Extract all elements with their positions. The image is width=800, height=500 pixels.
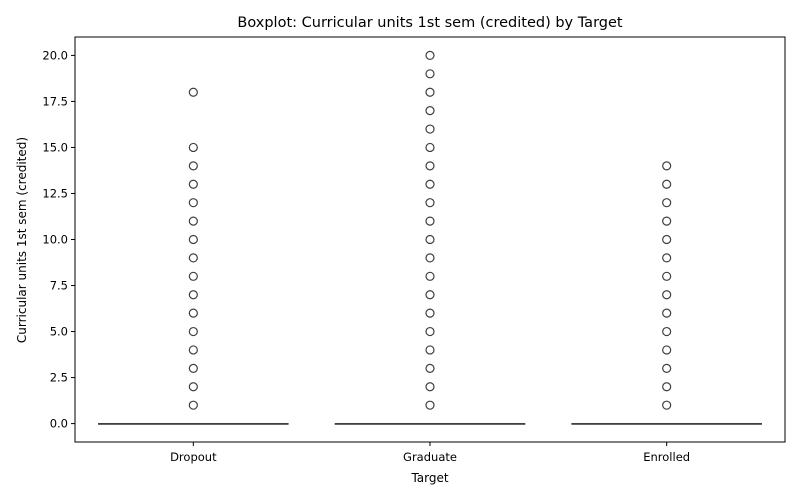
outlier-point [188, 271, 198, 281]
outlier-point [662, 308, 672, 318]
outlier-point [425, 234, 435, 245]
outlier-point [188, 363, 198, 373]
x-axis: Dropout Graduate Enrolled [170, 442, 690, 464]
plot-area [74, 36, 786, 443]
y-tick-label: 5.0 [50, 325, 68, 339]
outlier-point [188, 308, 198, 318]
outlier-point [662, 253, 672, 263]
outlier-point [425, 106, 435, 116]
outlier-point [188, 87, 198, 97]
outlier-point [662, 363, 672, 373]
outlier-point [662, 382, 672, 392]
plot-frame [74, 36, 786, 443]
outlier-point [425, 198, 435, 208]
y-tick-label: 15.0 [42, 140, 68, 154]
outlier-point [188, 400, 198, 410]
x-tick-label: Graduate [403, 450, 457, 464]
outlier-point [188, 198, 198, 208]
outlier-point [188, 345, 198, 355]
outlier-point [425, 382, 435, 392]
outlier-point [188, 326, 198, 337]
outlier-point [425, 363, 435, 373]
outlier-point [425, 400, 435, 410]
outlier-point [425, 253, 435, 263]
outlier-point [425, 124, 435, 134]
outlier-point [662, 290, 672, 300]
y-axis: 0.0 2.5 5.0 7.5 10.0 12.5 15.0 17.5 20.0 [42, 48, 75, 431]
outlier-point [425, 326, 435, 337]
outlier-point [662, 326, 672, 337]
outlier-point [425, 290, 435, 300]
outlier-point [662, 179, 672, 189]
outlier-point [188, 253, 198, 263]
outlier-point [425, 216, 435, 226]
y-tick-label: 0.0 [50, 417, 68, 431]
chart-title: Boxplot: Curricular units 1st sem (credi… [237, 15, 623, 31]
x-axis-label: Target [410, 471, 448, 485]
outlier-point [662, 400, 672, 410]
box-enrolled [571, 161, 762, 425]
y-tick-label: 20.0 [42, 48, 68, 62]
outlier-point [425, 50, 435, 61]
box-dropout [98, 87, 289, 425]
outlier-point [425, 87, 435, 97]
outlier-point [662, 216, 672, 226]
y-tick-label: 10.0 [42, 233, 68, 247]
y-tick-label: 2.5 [50, 371, 68, 385]
y-tick-label: 12.5 [42, 186, 68, 200]
y-tick-label: 7.5 [50, 279, 68, 293]
outlier-point [662, 234, 672, 245]
outlier-point [188, 179, 198, 189]
outlier-point [425, 142, 435, 153]
outlier-point [188, 142, 198, 153]
outlier-point [662, 161, 672, 171]
x-tick-label: Enrolled [643, 450, 690, 464]
outlier-point [425, 179, 435, 189]
outlier-point [662, 198, 672, 208]
outlier-point [188, 290, 198, 300]
outlier-point [425, 69, 435, 79]
outlier-point [425, 161, 435, 171]
outlier-point [662, 271, 672, 281]
outlier-point [425, 345, 435, 355]
outlier-point [188, 382, 198, 392]
x-tick-label: Dropout [170, 450, 217, 464]
y-axis-label: Curricular units 1st sem (credited) [15, 137, 29, 343]
outlier-point [188, 234, 198, 245]
outlier-point [188, 161, 198, 171]
y-tick-label: 17.5 [42, 94, 68, 108]
outlier-point [188, 216, 198, 226]
outlier-point [425, 308, 435, 318]
outlier-point [662, 345, 672, 355]
box-graduate [334, 50, 526, 425]
outlier-point [425, 271, 435, 281]
